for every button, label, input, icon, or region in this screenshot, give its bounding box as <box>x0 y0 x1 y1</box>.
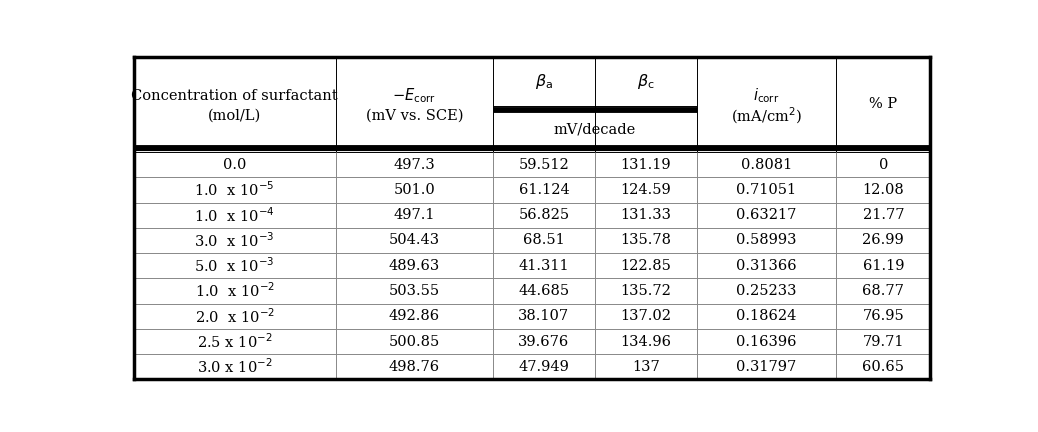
Text: 47.949: 47.949 <box>519 360 570 374</box>
Text: 489.63: 489.63 <box>388 259 440 273</box>
Text: 0.31366: 0.31366 <box>736 259 797 273</box>
Text: 76.95: 76.95 <box>863 309 904 323</box>
Text: 0.16396: 0.16396 <box>736 334 797 349</box>
Text: 503.55: 503.55 <box>388 284 440 298</box>
Text: 137.02: 137.02 <box>620 309 672 323</box>
Text: 3.0 x 10$^{-2}$: 3.0 x 10$^{-2}$ <box>197 358 272 376</box>
Text: 135.72: 135.72 <box>621 284 672 298</box>
Text: 79.71: 79.71 <box>863 334 904 349</box>
Text: 131.19: 131.19 <box>621 158 671 172</box>
Text: 68.51: 68.51 <box>523 233 565 248</box>
Text: 1.0  x 10$^{-2}$: 1.0 x 10$^{-2}$ <box>194 282 275 300</box>
Text: 0.58993: 0.58993 <box>736 233 797 248</box>
Text: 0: 0 <box>878 158 887 172</box>
Text: 0.25233: 0.25233 <box>736 284 797 298</box>
Text: (mol/L): (mol/L) <box>208 109 262 123</box>
Text: 68.77: 68.77 <box>863 284 904 298</box>
Text: 0.8081: 0.8081 <box>741 158 792 172</box>
Text: 131.33: 131.33 <box>620 208 672 222</box>
Text: 44.685: 44.685 <box>518 284 570 298</box>
Text: 0.0: 0.0 <box>223 158 246 172</box>
Text: 56.825: 56.825 <box>518 208 570 222</box>
Text: 124.59: 124.59 <box>621 183 671 197</box>
Text: 61.19: 61.19 <box>863 259 904 273</box>
Text: 492.86: 492.86 <box>388 309 440 323</box>
Text: 61.124: 61.124 <box>519 183 569 197</box>
Text: 497.3: 497.3 <box>393 158 435 172</box>
Text: 3.0  x 10$^{-3}$: 3.0 x 10$^{-3}$ <box>194 231 275 250</box>
Text: 1.0  x 10$^{-4}$: 1.0 x 10$^{-4}$ <box>194 206 275 225</box>
Text: 498.76: 498.76 <box>388 360 440 374</box>
Text: $-E_{\mathrm{corr}}$: $-E_{\mathrm{corr}}$ <box>392 87 436 105</box>
Text: (mA/cm$^2$): (mA/cm$^2$) <box>731 106 802 126</box>
Text: Concentration of surfactant: Concentration of surfactant <box>132 89 338 103</box>
Text: 5.0  x 10$^{-3}$: 5.0 x 10$^{-3}$ <box>194 257 275 275</box>
Text: % P: % P <box>869 98 897 111</box>
Text: 0.31797: 0.31797 <box>736 360 796 374</box>
Text: mV/decade: mV/decade <box>553 122 636 136</box>
Text: 504.43: 504.43 <box>388 233 440 248</box>
Text: 497.1: 497.1 <box>393 208 435 222</box>
Text: 2.5 x 10$^{-2}$: 2.5 x 10$^{-2}$ <box>197 332 272 351</box>
Text: 12.08: 12.08 <box>863 183 904 197</box>
Text: $i_{\mathrm{corr}}$: $i_{\mathrm{corr}}$ <box>754 87 780 105</box>
Text: 41.311: 41.311 <box>519 259 569 273</box>
Text: 501.0: 501.0 <box>393 183 435 197</box>
Text: 21.77: 21.77 <box>863 208 904 222</box>
Text: 59.512: 59.512 <box>519 158 569 172</box>
Text: 500.85: 500.85 <box>388 334 440 349</box>
Text: 135.78: 135.78 <box>620 233 672 248</box>
Text: $\beta_{\mathrm{c}}$: $\beta_{\mathrm{c}}$ <box>637 72 655 91</box>
Text: 39.676: 39.676 <box>518 334 570 349</box>
Text: 0.63217: 0.63217 <box>736 208 796 222</box>
Text: 0.18624: 0.18624 <box>736 309 796 323</box>
Text: 60.65: 60.65 <box>863 360 904 374</box>
Text: 38.107: 38.107 <box>518 309 570 323</box>
Text: $\beta_{\mathrm{a}}$: $\beta_{\mathrm{a}}$ <box>535 72 553 91</box>
Text: 0.71051: 0.71051 <box>736 183 796 197</box>
Text: 134.96: 134.96 <box>620 334 672 349</box>
Text: 122.85: 122.85 <box>621 259 672 273</box>
Text: 26.99: 26.99 <box>863 233 904 248</box>
Text: 137: 137 <box>632 360 659 374</box>
Text: (mV vs. SCE): (mV vs. SCE) <box>365 109 463 123</box>
Text: 1.0  x 10$^{-5}$: 1.0 x 10$^{-5}$ <box>194 181 275 199</box>
Text: 2.0  x 10$^{-2}$: 2.0 x 10$^{-2}$ <box>194 307 275 326</box>
